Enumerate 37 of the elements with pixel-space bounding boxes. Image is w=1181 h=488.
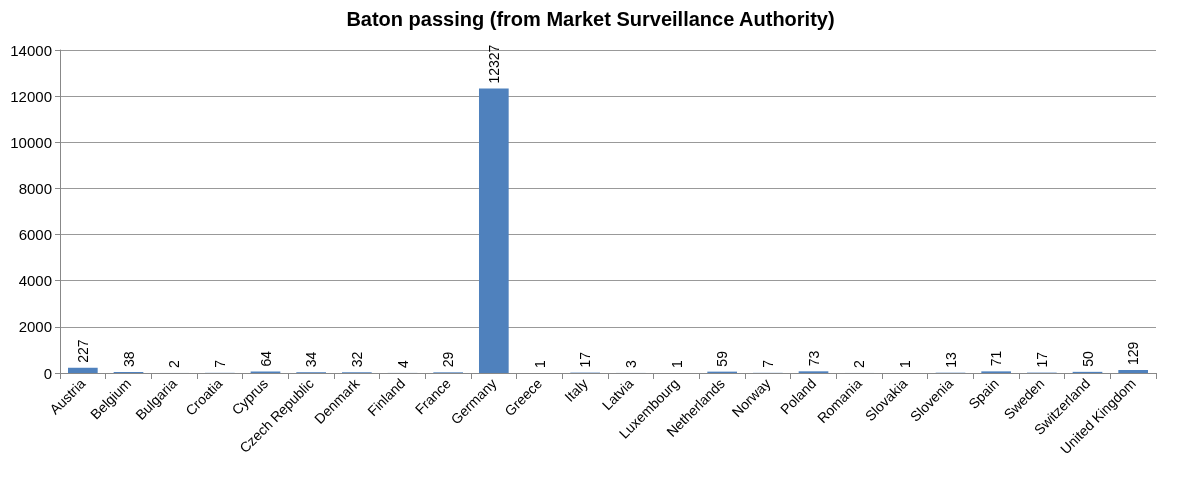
- data-label: 4: [394, 359, 411, 368]
- y-tick-label: 6000: [18, 226, 52, 244]
- data-label: 34: [303, 351, 320, 368]
- data-label: 1: [668, 359, 685, 368]
- y-tick-label: 2000: [18, 318, 52, 336]
- data-label: 50: [1079, 351, 1096, 367]
- data-label: 7: [759, 359, 776, 368]
- y-tick-label: 0: [43, 364, 52, 382]
- data-label: 13: [942, 351, 959, 368]
- bar: [67, 367, 98, 373]
- data-label: 3: [622, 359, 639, 368]
- data-label: 2: [851, 359, 868, 368]
- y-tick-label: 14000: [10, 41, 52, 59]
- data-label: 1: [531, 359, 548, 368]
- data-label: 71: [988, 350, 1005, 367]
- data-label: 17: [577, 351, 594, 368]
- bar: [1118, 370, 1149, 373]
- data-label: 32: [348, 351, 365, 368]
- data-label: 2: [166, 359, 183, 368]
- y-tick-label: 4000: [18, 272, 52, 290]
- data-label: 129: [1125, 341, 1142, 366]
- x-tick-label: Italy: [561, 375, 591, 405]
- data-label: 73: [805, 350, 822, 367]
- data-label: 12327: [485, 44, 502, 84]
- data-label: 17: [1033, 351, 1050, 368]
- data-label: 29: [440, 351, 457, 368]
- y-tick-label: 8000: [18, 179, 52, 197]
- y-tick-label: 12000: [10, 87, 52, 105]
- bar: [478, 88, 509, 373]
- data-label: 1: [896, 359, 913, 368]
- data-label: 59: [714, 350, 731, 367]
- data-label: 38: [120, 351, 137, 368]
- y-tick-label: 10000: [10, 133, 52, 151]
- data-label: 64: [257, 350, 274, 367]
- data-label: 227: [74, 339, 91, 363]
- chart-title: Baton passing (from Market Surveillance Authority): [346, 8, 835, 30]
- data-label: 7: [211, 359, 228, 368]
